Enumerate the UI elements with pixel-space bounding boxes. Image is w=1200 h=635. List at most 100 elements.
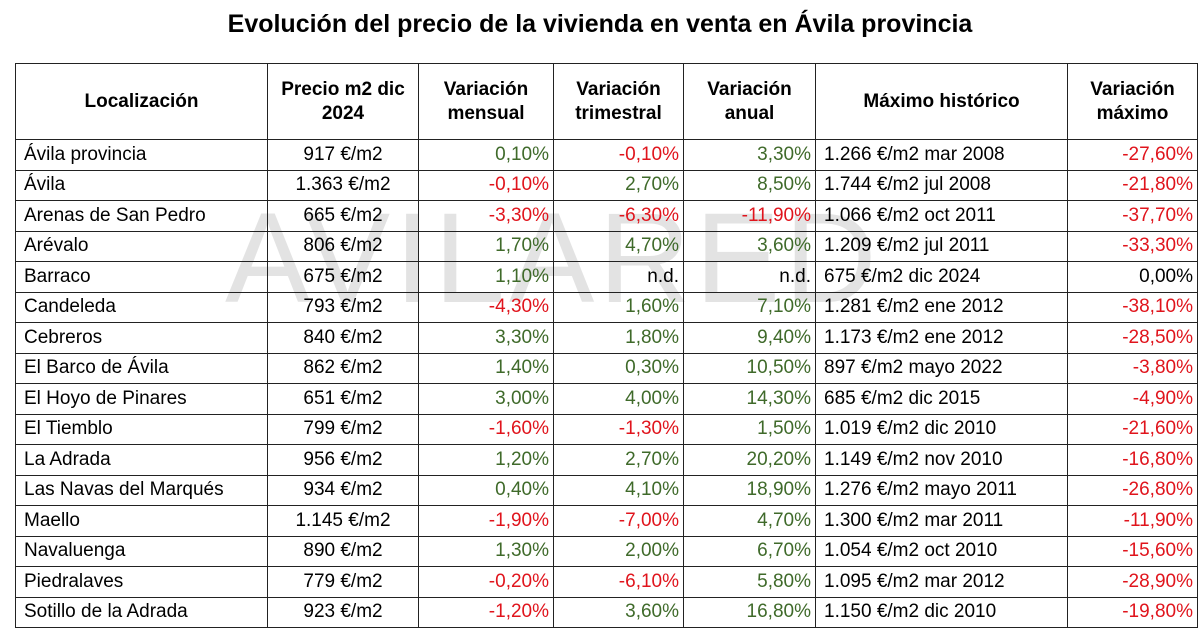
cell-location: El Barco de Ávila <box>15 352 268 384</box>
cell-quarterly: -6,30% <box>553 200 684 232</box>
cell-monthly: -1,60% <box>418 413 554 445</box>
table-row: Maello 1.145 €/m2 -1,90% -7,00% 4,70% 1.300 €… <box>15 505 1198 537</box>
header-max-variation: Variación máximo <box>1067 63 1198 140</box>
cell-max-historic: 1.150 €/m2 dic 2010 <box>815 596 1068 628</box>
header-location: Localización <box>15 63 268 140</box>
cell-annual: 4,70% <box>683 505 816 537</box>
cell-price: 840 €/m2 <box>267 322 419 354</box>
cell-max-historic: 1.744 €/m2 jul 2008 <box>815 169 1068 201</box>
cell-max-historic: 1.281 €/m2 ene 2012 <box>815 291 1068 323</box>
cell-max-variation: -21,80% <box>1067 169 1198 201</box>
table-row: Barraco 675 €/m2 1,10% n.d. n.d. 675 €/m2 dic… <box>15 261 1198 293</box>
cell-monthly: -0,20% <box>418 566 554 598</box>
cell-monthly: 1,40% <box>418 352 554 384</box>
cell-annual: 7,10% <box>683 291 816 323</box>
table-row: Navaluenga 890 €/m2 1,30% 2,00% 6,70% 1.054 €… <box>15 535 1198 567</box>
cell-max-variation: -26,80% <box>1067 474 1198 506</box>
cell-price: 923 €/m2 <box>267 596 419 628</box>
table-row: Candeleda 793 €/m2 -4,30% 1,60% 7,10% 1.281 €… <box>15 291 1198 323</box>
page-title: Evolución del precio de la vivienda en v… <box>227 10 973 38</box>
cell-quarterly: 2,70% <box>553 444 684 476</box>
cell-annual: 18,90% <box>683 474 816 506</box>
cell-location: Cebreros <box>15 322 268 354</box>
cell-max-variation: -37,70% <box>1067 200 1198 232</box>
cell-location: Barraco <box>15 261 268 293</box>
cell-price: 1.363 €/m2 <box>267 169 419 201</box>
cell-price: 675 €/m2 <box>267 261 419 293</box>
cell-quarterly: 3,60% <box>553 596 684 628</box>
cell-max-historic: 1.300 €/m2 mar 2011 <box>815 505 1068 537</box>
cell-price: 665 €/m2 <box>267 200 419 232</box>
cell-monthly: -1,20% <box>418 596 554 628</box>
header-row: Localización Precio m2 dic 2024 Variación … <box>15 63 1198 140</box>
table-row: Las Navas del Marqués 934 €/m2 0,40% 4,10% 1… <box>15 474 1198 506</box>
cell-quarterly: 4,00% <box>553 383 684 415</box>
table-row: Piedralaves 779 €/m2 -0,20% -6,10% 5,80% 1.09… <box>15 566 1198 598</box>
price-table: Localización Precio m2 dic 2024 Variación … <box>15 63 1198 628</box>
cell-max-historic: 1.019 €/m2 dic 2010 <box>815 413 1068 445</box>
cell-max-variation: -4,90% <box>1067 383 1198 415</box>
cell-price: 779 €/m2 <box>267 566 419 598</box>
header-monthly: Variación mensual <box>418 63 554 140</box>
cell-max-variation: -27,60% <box>1067 139 1198 171</box>
cell-annual: n.d. <box>683 261 816 293</box>
cell-location: Ávila <box>15 169 268 201</box>
cell-quarterly: -6,10% <box>553 566 684 598</box>
cell-max-historic: 1.209 €/m2 jul 2011 <box>815 230 1068 262</box>
cell-location: Ávila provincia <box>15 139 268 171</box>
cell-max-variation: -21,60% <box>1067 413 1198 445</box>
table-row: Ávila provincia 917 €/m2 0,10% -0,10% 3,30% 1… <box>15 139 1198 171</box>
header-price: Precio m2 dic 2024 <box>267 63 419 140</box>
cell-quarterly: -1,30% <box>553 413 684 445</box>
cell-price: 1.145 €/m2 <box>267 505 419 537</box>
cell-max-historic: 1.066 €/m2 oct 2011 <box>815 200 1068 232</box>
cell-price: 651 €/m2 <box>267 383 419 415</box>
cell-annual: 14,30% <box>683 383 816 415</box>
cell-max-historic: 675 €/m2 dic 2024 <box>815 261 1068 293</box>
cell-price: 890 €/m2 <box>267 535 419 567</box>
cell-monthly: -0,10% <box>418 169 554 201</box>
cell-annual: 6,70% <box>683 535 816 567</box>
cell-annual: 16,80% <box>683 596 816 628</box>
cell-max-variation: 0,00% <box>1067 261 1198 293</box>
cell-annual: 5,80% <box>683 566 816 598</box>
cell-price: 806 €/m2 <box>267 230 419 262</box>
table-row: Ávila 1.363 €/m2 -0,10% 2,70% 8,50% 1.744 €/m… <box>15 169 1198 201</box>
cell-monthly: 1,30% <box>418 535 554 567</box>
cell-monthly: 1,20% <box>418 444 554 476</box>
cell-annual: 20,20% <box>683 444 816 476</box>
cell-max-variation: -38,10% <box>1067 291 1198 323</box>
cell-monthly: 0,10% <box>418 139 554 171</box>
cell-location: El Hoyo de Pinares <box>15 383 268 415</box>
cell-quarterly: 4,10% <box>553 474 684 506</box>
cell-location: Arenas de San Pedro <box>15 200 268 232</box>
table-row: Sotillo de la Adrada 923 €/m2 -1,20% 3,60% 1… <box>15 596 1198 628</box>
cell-quarterly: 1,80% <box>553 322 684 354</box>
table-row: Arévalo 806 €/m2 1,70% 4,70% 3,60% 1.209 €/m2… <box>15 230 1198 262</box>
cell-quarterly: -7,00% <box>553 505 684 537</box>
cell-quarterly: n.d. <box>553 261 684 293</box>
cell-max-variation: -19,80% <box>1067 596 1198 628</box>
cell-max-variation: -11,90% <box>1067 505 1198 537</box>
cell-location: Navaluenga <box>15 535 268 567</box>
cell-monthly: 0,40% <box>418 474 554 506</box>
table-row: Cebreros 840 €/m2 3,30% 1,80% 9,40% 1.173 €/m… <box>15 322 1198 354</box>
cell-monthly: 1,10% <box>418 261 554 293</box>
cell-monthly: 1,70% <box>418 230 554 262</box>
header-annual: Variación anual <box>683 63 816 140</box>
cell-annual: 8,50% <box>683 169 816 201</box>
cell-max-historic: 1.054 €/m2 oct 2010 <box>815 535 1068 567</box>
cell-location: El Tiemblo <box>15 413 268 445</box>
cell-max-variation: -3,80% <box>1067 352 1198 384</box>
cell-max-variation: -28,50% <box>1067 322 1198 354</box>
cell-max-historic: 1.149 €/m2 nov 2010 <box>815 444 1068 476</box>
cell-max-variation: -33,30% <box>1067 230 1198 262</box>
cell-price: 956 €/m2 <box>267 444 419 476</box>
cell-monthly: -3,30% <box>418 200 554 232</box>
cell-annual: 9,40% <box>683 322 816 354</box>
cell-max-historic: 1.173 €/m2 ene 2012 <box>815 322 1068 354</box>
cell-quarterly: 1,60% <box>553 291 684 323</box>
cell-price: 917 €/m2 <box>267 139 419 171</box>
cell-location: Las Navas del Marqués <box>15 474 268 506</box>
cell-monthly: -1,90% <box>418 505 554 537</box>
